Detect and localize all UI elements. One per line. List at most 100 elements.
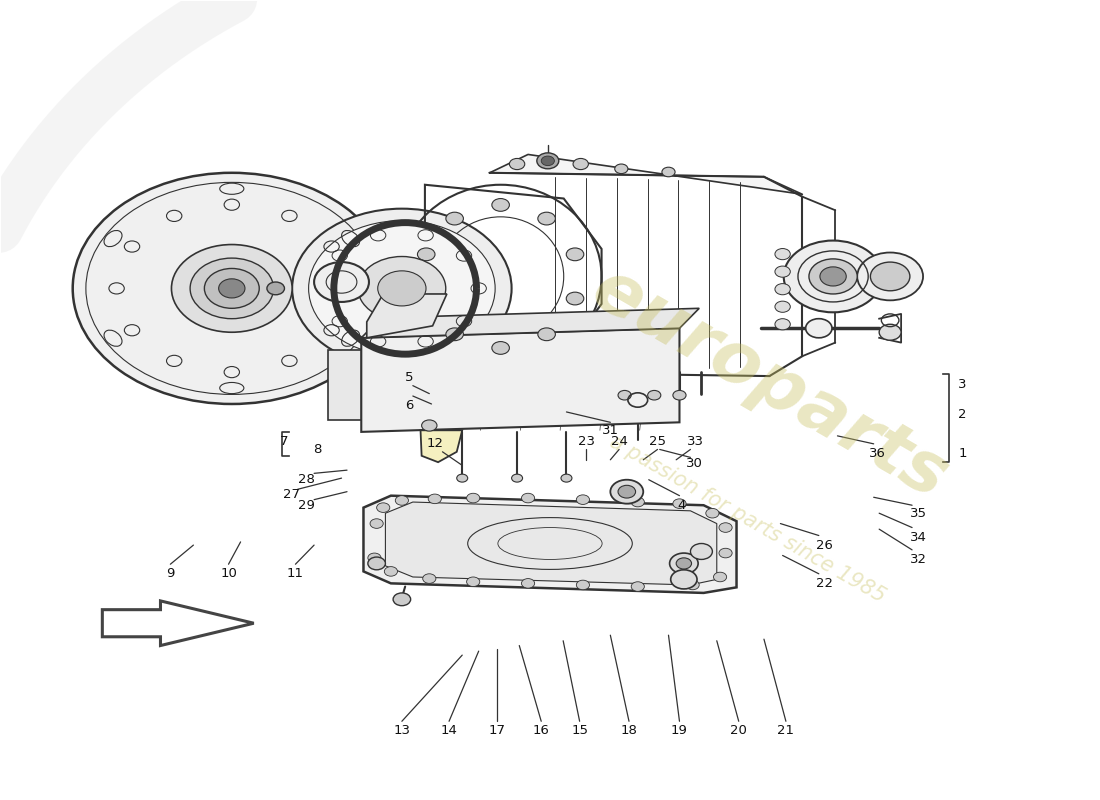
Circle shape: [509, 158, 525, 170]
Text: 15: 15: [571, 724, 588, 738]
Text: 29: 29: [298, 498, 315, 512]
Circle shape: [466, 577, 480, 586]
Circle shape: [691, 543, 713, 559]
Circle shape: [706, 509, 719, 518]
Text: 3: 3: [958, 378, 967, 390]
Circle shape: [541, 156, 554, 166]
Polygon shape: [420, 430, 462, 462]
Text: 25: 25: [649, 435, 666, 448]
Circle shape: [631, 582, 645, 591]
Text: 14: 14: [441, 724, 458, 738]
Circle shape: [358, 257, 446, 320]
Circle shape: [422, 574, 436, 583]
Circle shape: [395, 496, 408, 506]
Polygon shape: [490, 154, 802, 194]
Circle shape: [367, 557, 385, 570]
Text: a passion for parts since 1985: a passion for parts since 1985: [606, 432, 889, 607]
Circle shape: [561, 474, 572, 482]
Text: 35: 35: [910, 506, 927, 520]
Text: 36: 36: [869, 447, 886, 460]
Text: 6: 6: [406, 399, 414, 412]
Text: 9: 9: [166, 567, 175, 580]
Circle shape: [538, 212, 556, 225]
Text: 7: 7: [280, 435, 288, 448]
Circle shape: [512, 474, 522, 482]
Circle shape: [719, 548, 733, 558]
Circle shape: [670, 553, 698, 574]
Text: 34: 34: [910, 530, 927, 544]
Text: 28: 28: [298, 474, 315, 486]
Circle shape: [309, 221, 495, 356]
Circle shape: [671, 570, 697, 589]
Text: 12: 12: [427, 438, 443, 450]
Circle shape: [172, 245, 293, 332]
Circle shape: [521, 494, 535, 503]
Text: 26: 26: [816, 538, 833, 551]
Circle shape: [393, 593, 410, 606]
Circle shape: [566, 248, 584, 261]
Text: 27: 27: [283, 487, 299, 501]
Polygon shape: [361, 308, 700, 338]
Text: 17: 17: [488, 724, 506, 738]
Text: 5: 5: [405, 371, 414, 384]
Circle shape: [805, 318, 832, 338]
Circle shape: [73, 173, 390, 404]
Circle shape: [456, 474, 468, 482]
Polygon shape: [363, 496, 737, 593]
Circle shape: [293, 209, 512, 368]
Circle shape: [820, 267, 846, 286]
Circle shape: [205, 269, 260, 308]
Circle shape: [610, 480, 643, 504]
Circle shape: [315, 262, 368, 302]
Text: europarts: europarts: [580, 254, 959, 514]
Text: 30: 30: [686, 458, 703, 470]
Text: 13: 13: [394, 724, 410, 738]
Circle shape: [774, 284, 790, 294]
Circle shape: [421, 420, 437, 431]
Circle shape: [417, 292, 434, 305]
Polygon shape: [366, 294, 447, 338]
Circle shape: [783, 241, 882, 312]
Circle shape: [676, 558, 692, 569]
Circle shape: [774, 266, 790, 278]
Circle shape: [673, 390, 686, 400]
Circle shape: [673, 499, 686, 509]
Circle shape: [370, 518, 383, 528]
Text: 24: 24: [610, 435, 628, 448]
Text: 1: 1: [958, 447, 967, 460]
Text: 31: 31: [602, 424, 619, 437]
Text: 10: 10: [220, 567, 236, 580]
Circle shape: [538, 328, 556, 341]
Text: 11: 11: [287, 567, 304, 580]
Circle shape: [521, 578, 535, 588]
Circle shape: [267, 282, 285, 294]
Circle shape: [466, 494, 480, 503]
Circle shape: [774, 301, 790, 312]
Circle shape: [376, 503, 389, 513]
Polygon shape: [361, 328, 680, 432]
Circle shape: [576, 580, 590, 590]
Polygon shape: [385, 502, 717, 585]
Text: 33: 33: [688, 435, 704, 448]
Text: 21: 21: [778, 724, 794, 738]
Circle shape: [573, 158, 588, 170]
Circle shape: [190, 258, 274, 318]
Circle shape: [367, 553, 381, 562]
Circle shape: [870, 262, 910, 290]
Text: 4: 4: [678, 498, 686, 512]
Circle shape: [446, 212, 463, 225]
Circle shape: [808, 259, 857, 294]
Text: 2: 2: [958, 408, 967, 421]
Circle shape: [576, 495, 590, 505]
Circle shape: [492, 198, 509, 211]
Circle shape: [774, 318, 790, 330]
Text: 20: 20: [730, 724, 747, 738]
Circle shape: [662, 167, 675, 177]
Circle shape: [686, 580, 700, 590]
Circle shape: [566, 292, 584, 305]
Circle shape: [618, 390, 631, 400]
Circle shape: [857, 253, 923, 300]
Circle shape: [492, 342, 509, 354]
Polygon shape: [329, 350, 361, 420]
Circle shape: [417, 248, 434, 261]
